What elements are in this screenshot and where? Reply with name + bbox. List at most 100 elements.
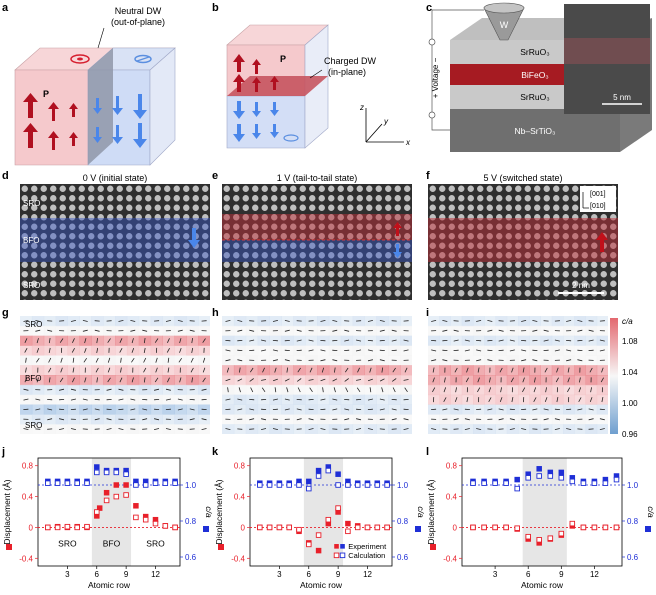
map-vector — [309, 387, 313, 393]
map-vector — [225, 378, 231, 382]
map-vector — [544, 397, 548, 403]
map-vector — [403, 428, 409, 430]
map-vector — [106, 428, 112, 430]
map-vector — [107, 367, 111, 373]
map-vector — [178, 357, 183, 363]
data-point — [364, 524, 371, 531]
map-vector — [356, 428, 362, 430]
map-vector — [455, 387, 457, 393]
inset-bfo-band — [564, 38, 650, 64]
map-vector — [379, 359, 385, 362]
map-vector — [332, 329, 338, 332]
map-vector — [477, 377, 480, 383]
map-vector — [476, 349, 482, 352]
map-vector — [225, 349, 231, 352]
charged-dw-plane — [227, 76, 328, 96]
map-vector — [120, 357, 122, 363]
map-vector — [432, 387, 436, 393]
data-point — [94, 509, 100, 515]
x-tick-label: 12 — [590, 570, 599, 579]
map-vector — [567, 387, 571, 393]
data-point — [384, 482, 390, 488]
map-vector — [107, 377, 111, 383]
map-vector — [499, 397, 503, 403]
x-tick-label: 9 — [124, 570, 129, 579]
map-vector — [143, 338, 146, 344]
map-vector — [320, 398, 326, 401]
map-vector — [332, 408, 338, 411]
panel-label-c: c — [426, 2, 433, 14]
polarization-label-b: P — [280, 54, 286, 64]
map-vector — [477, 367, 480, 373]
map-vector — [589, 367, 593, 373]
map-vector — [177, 398, 183, 401]
map-vector — [442, 359, 448, 362]
data-point — [286, 482, 292, 488]
map-vector — [404, 367, 408, 373]
map-vector — [554, 339, 560, 342]
map-vector — [403, 379, 409, 381]
map-vector — [284, 398, 290, 401]
layer-label-sro-bottom: SrRuO₃ — [520, 92, 549, 102]
map-vector — [82, 398, 88, 401]
data-point — [602, 524, 609, 531]
data-point — [296, 482, 302, 488]
map-vector — [344, 329, 350, 332]
data-point — [580, 524, 587, 531]
data-point — [613, 524, 620, 531]
data-point — [123, 492, 129, 498]
map-vector — [23, 388, 29, 391]
panel-label-f: f — [426, 170, 430, 182]
data-point — [315, 532, 322, 538]
chart-k: 3 6 9 12 -0.4 0 0.4 0.8 0.6 0.8 1.0 Atomic row Displ… — [214, 457, 426, 590]
data-point — [374, 482, 381, 488]
y2-axis-label: c/a — [646, 506, 656, 518]
x-axis-label: Atomic row — [88, 580, 131, 590]
map-vector — [202, 367, 206, 373]
stem-e-title: 1 V (tail-to-tail state) — [276, 173, 358, 183]
y-axis-marker — [430, 544, 436, 550]
down-arrows-b — [233, 101, 279, 142]
map-vector — [118, 428, 124, 430]
y-axis-label: Displacement (Å) — [2, 479, 12, 544]
layer-nbsto — [450, 109, 620, 152]
bfo-red-band-f — [428, 218, 618, 262]
map-vector — [261, 349, 267, 352]
cube-b-side — [304, 24, 329, 149]
map-g-label-sro-top: SRO — [25, 320, 43, 329]
map-vector — [601, 397, 604, 403]
map-vector — [177, 408, 183, 411]
bfo-red-band-e — [222, 214, 412, 240]
y-axis-marker — [218, 544, 224, 550]
data-point — [113, 493, 120, 500]
map-vector — [272, 428, 278, 430]
y2-tick-label: 0.6 — [627, 553, 639, 562]
map-vector — [237, 329, 243, 332]
data-point — [569, 478, 576, 485]
colorbar-gradient — [610, 318, 618, 434]
data-point — [113, 469, 120, 476]
map-vector — [120, 367, 122, 373]
map-vector — [521, 349, 527, 352]
map-vector — [391, 339, 397, 342]
map-vector — [391, 418, 397, 421]
map-vector — [225, 428, 231, 430]
map-vector — [454, 367, 458, 373]
data-point — [470, 524, 476, 531]
map-vector — [249, 339, 255, 342]
map-vector — [545, 387, 547, 393]
map-vector — [48, 377, 51, 383]
data-point — [152, 520, 159, 527]
map-vector — [320, 378, 326, 382]
map-vector — [59, 338, 64, 343]
colorbar-tick-1.04: 1.04 — [622, 368, 638, 377]
panel-label-a: a — [2, 2, 9, 14]
map-vector — [345, 387, 349, 393]
dw-a-label-line2: (out-of-plane) — [111, 17, 165, 27]
map-vector — [332, 398, 338, 401]
stem-image-f: [001] [010] 2 nm — [428, 184, 618, 300]
map-vector — [381, 367, 384, 373]
map-vector — [237, 378, 243, 382]
x-tick-label: 9 — [559, 570, 564, 579]
data-point — [45, 480, 51, 486]
